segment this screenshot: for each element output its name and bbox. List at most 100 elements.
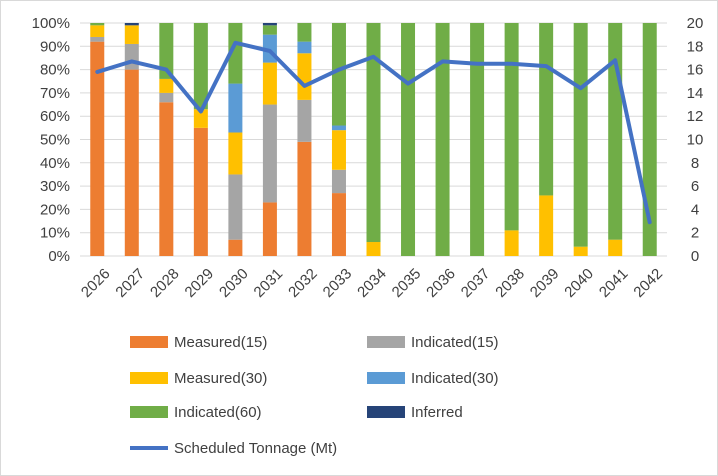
bar-measured-15-2028 xyxy=(159,102,174,256)
line-point xyxy=(130,59,134,63)
line-point xyxy=(510,62,514,66)
y2-tick-label: 14 xyxy=(687,85,704,102)
line-point xyxy=(372,55,375,59)
line-point xyxy=(268,49,272,53)
bar-measured-30-2031 xyxy=(262,62,277,105)
bar-indicated-15-2026 xyxy=(90,36,105,42)
bar-measured-30-2027 xyxy=(124,25,139,44)
legend-item-indicated-60: Indicated(60) xyxy=(130,404,262,421)
legend-swatch xyxy=(367,406,405,418)
y2-tick-label: 0 xyxy=(691,248,699,265)
legend-label: Indicated(30) xyxy=(411,370,499,387)
line-point xyxy=(164,68,168,72)
line-point xyxy=(648,220,652,224)
y2-tick-label: 10 xyxy=(687,132,704,149)
legend-item-scheduled-tonnage-mt: Scheduled Tonnage (Mt) xyxy=(130,440,337,457)
legend-label: Inferred xyxy=(411,404,463,421)
line-point xyxy=(613,58,617,62)
bar-measured-30-2033 xyxy=(331,130,346,170)
legend-item-indicated-30: Indicated(30) xyxy=(367,370,499,387)
bar-measured-15-2030 xyxy=(228,239,243,256)
line-point xyxy=(95,70,99,74)
y-tick-label: 100% xyxy=(32,15,70,32)
legend-item-indicated-15: Indicated(15) xyxy=(367,334,499,351)
bar-measured-30-2029 xyxy=(193,109,208,128)
line-point xyxy=(441,59,445,63)
line-point xyxy=(199,110,203,114)
bar-indicated-30-2033 xyxy=(331,125,346,131)
bar-indicated-15-2030 xyxy=(228,174,243,240)
line-point xyxy=(475,62,479,66)
bar-indicated-60-2040 xyxy=(573,23,588,247)
y2-tick-label: 16 xyxy=(687,62,704,79)
line-point xyxy=(579,86,583,90)
y-tick-label: 40% xyxy=(40,155,70,172)
y-tick-label: 60% xyxy=(40,108,70,125)
bar-indicated-15-2028 xyxy=(159,92,174,103)
legend-label: Scheduled Tonnage (Mt) xyxy=(174,440,337,457)
y-tick-label: 10% xyxy=(40,225,70,242)
legend: Measured(15) Indicated(15) Measured(30) Ind… xyxy=(130,334,499,457)
bar-indicated-60-2026 xyxy=(90,23,105,26)
y2-tick-label: 6 xyxy=(691,178,699,195)
bar-indicated-15-2031 xyxy=(262,104,277,203)
bar-indicated-60-2041 xyxy=(608,23,623,240)
legend-item-measured-15: Measured(15) xyxy=(130,334,267,351)
y-tick-label: 0% xyxy=(48,248,70,265)
legend-item-inferred: Inferred xyxy=(367,404,463,421)
y-tick-label: 70% xyxy=(40,85,70,102)
legend-label: Indicated(60) xyxy=(174,404,262,421)
bar-measured-30-2039 xyxy=(539,195,554,256)
bar-indicated-60-2034 xyxy=(366,23,381,243)
y2-tick-label: 2 xyxy=(691,225,699,242)
bar-indicated-60-2031 xyxy=(262,25,277,35)
legend-label: Indicated(15) xyxy=(411,334,499,351)
line-point xyxy=(302,84,306,88)
legend-swatch xyxy=(367,372,405,384)
y-tick-label: 20% xyxy=(40,201,70,218)
y2-tick-label: 18 xyxy=(687,38,704,55)
bar-indicated-60-2028 xyxy=(159,23,174,79)
line-point xyxy=(406,82,410,86)
bar-indicated-30-2032 xyxy=(297,41,312,54)
bar-inferred-2031 xyxy=(262,23,277,26)
bar-indicated-60-2038 xyxy=(504,23,519,231)
y2-tick-label: 12 xyxy=(687,108,704,125)
bar-measured-30-2030 xyxy=(228,132,243,175)
bar-stacks xyxy=(90,23,657,256)
legend-label: Measured(30) xyxy=(174,370,267,387)
bar-indicated-30-2030 xyxy=(228,83,243,133)
y2-tick-label: 20 xyxy=(687,15,704,32)
bar-measured-15-2026 xyxy=(90,41,105,256)
legend-item-measured-30: Measured(30) xyxy=(130,370,267,387)
bar-measured-30-2026 xyxy=(90,25,105,37)
line-point xyxy=(544,64,548,68)
bar-indicated-60-2039 xyxy=(539,23,554,196)
legend-swatch xyxy=(130,336,168,348)
y2-tick-label: 4 xyxy=(691,201,699,218)
bar-indicated-15-2027 xyxy=(124,43,139,70)
bar-indicated-60-2029 xyxy=(193,23,208,110)
bar-indicated-15-2033 xyxy=(331,169,346,194)
bar-measured-30-2040 xyxy=(573,246,588,256)
bar-measured-30-2034 xyxy=(366,242,381,256)
y2-tick-label: 8 xyxy=(691,155,699,172)
bar-indicated-15-2032 xyxy=(297,99,312,142)
bar-measured-15-2032 xyxy=(297,141,312,256)
bar-inferred-2027 xyxy=(124,23,139,26)
bar-measured-30-2032 xyxy=(297,53,312,100)
bar-indicated-60-2030 xyxy=(228,23,243,84)
y-tick-label: 30% xyxy=(40,178,70,195)
legend-swatch xyxy=(130,372,168,384)
bar-indicated-60-2035 xyxy=(401,23,416,256)
legend-swatch xyxy=(367,336,405,348)
bar-measured-30-2028 xyxy=(159,78,174,93)
bar-measured-15-2027 xyxy=(124,69,139,256)
bar-indicated-60-2037 xyxy=(470,23,485,256)
line-point xyxy=(337,68,341,72)
bar-measured-30-2038 xyxy=(504,230,519,256)
bar-measured-15-2033 xyxy=(331,193,346,256)
bar-measured-30-2041 xyxy=(608,239,623,256)
bar-indicated-60-2032 xyxy=(297,23,312,42)
